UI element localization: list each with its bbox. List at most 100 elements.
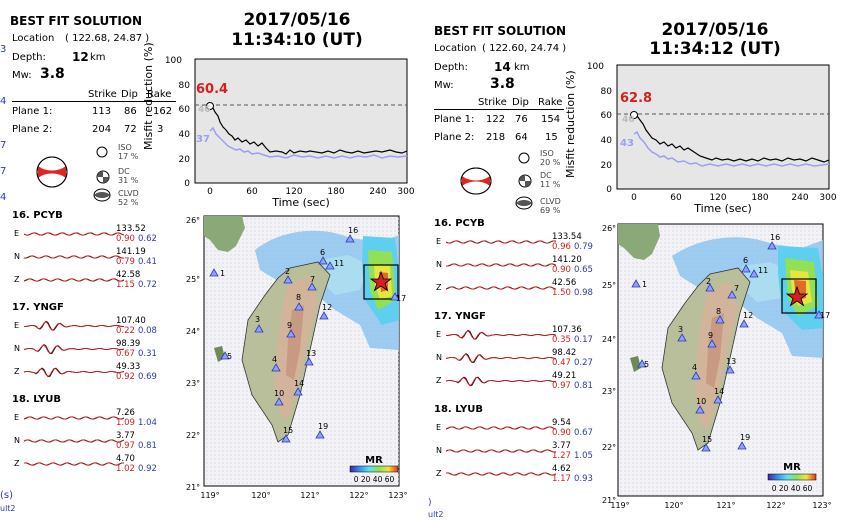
waveform-trace [24, 232, 124, 236]
left-edge-fragment-2: 4 [0, 96, 7, 107]
plane1-strike: 113 [92, 106, 112, 117]
location-value: ( 122.60, 24.74 ) [482, 43, 567, 54]
station-number-label: 5 [227, 352, 232, 361]
vr-value: 0.65 [574, 265, 593, 275]
station-number-label: 2 [285, 267, 290, 276]
plane1-label: Plane 1: [12, 106, 53, 117]
waveform-trace [446, 240, 556, 244]
waveform-trace [446, 353, 556, 363]
waveform-trace [24, 255, 124, 259]
clvd-label: CLVD [118, 189, 139, 198]
cc-value: 0.97 [552, 381, 571, 391]
beachball-icon [36, 156, 68, 188]
table-header-rake: Rake [538, 97, 563, 108]
cc-value: 0.92 [116, 372, 135, 382]
vr-value: 1.05 [574, 451, 593, 461]
lon-120: 120° [664, 501, 683, 510]
depth-unit: km [90, 52, 106, 63]
station-number-label: 10 [696, 397, 706, 406]
xtick-300: 300 [397, 187, 414, 197]
component-label: Z [436, 469, 442, 478]
station-number-label: 4 [272, 355, 277, 364]
dc-pct: 31 % [118, 176, 139, 185]
mr-ticks: 0 20 40 60 [772, 484, 813, 493]
left-edge-fragment-1: 3 [0, 44, 7, 55]
amplitude-value: 98.39 [116, 339, 141, 349]
location-value: ( 122.68, 24.87 ) [65, 33, 150, 44]
station-number-label: 15 [283, 426, 293, 435]
iso-icon [96, 146, 108, 158]
ytick-0: 0 [606, 185, 612, 195]
xtick-0: 0 [631, 193, 637, 203]
misfit-peak-value: 60.4 [196, 82, 228, 97]
component-label: N [436, 260, 442, 269]
amplitude-value: 4.70 [116, 454, 135, 464]
vr-value: 0.69 [138, 372, 157, 382]
cc-value: 0.97 [116, 441, 135, 451]
plane1-rake: 154 [541, 114, 561, 125]
amplitude-value: 141.20 [552, 255, 582, 265]
station-header: 17. YNGF [12, 302, 64, 313]
depth-value: 12 [72, 50, 89, 64]
station-number-label: 19 [740, 433, 750, 442]
waveform-trace [24, 416, 124, 420]
depth-value: 14 [494, 60, 511, 74]
waveform-trace [24, 278, 124, 282]
station-number-label: 12 [743, 311, 753, 320]
cc-value: 0.90 [116, 234, 135, 244]
depth-label: Depth: [434, 62, 468, 73]
lon-119: 119° [610, 501, 629, 510]
plane2-rake: 15 [545, 132, 558, 143]
component-label: N [436, 446, 442, 455]
amplitude-value: 42.56 [552, 278, 577, 288]
lat-26: 26° [186, 216, 200, 225]
station-number-label: 12 [322, 303, 332, 312]
amplitude-value: 4.62 [552, 464, 571, 474]
station-number-label: 9 [287, 321, 292, 330]
plane2-strike: 218 [486, 132, 506, 143]
lat-21: 21° [602, 496, 616, 505]
plane1-rake: 162 [153, 106, 173, 117]
event-time: 11:34:10 (UT) [231, 30, 363, 50]
vr-value: 0.67 [574, 428, 593, 438]
clvd-icon [93, 188, 111, 202]
misfit-ylabel: Misfit reduction (%) [142, 42, 155, 150]
table-divider [12, 101, 176, 102]
station-number-label: 3 [255, 315, 260, 324]
mw-value: 3.8 [490, 76, 515, 92]
ytick-80: 80 [601, 87, 613, 97]
plane2-strike: 204 [92, 124, 112, 135]
lat-25: 25° [602, 281, 616, 290]
misfit-chart: 100 80 60 40 20 0 0 60 120 180 240 300 6… [165, 56, 415, 209]
lon-122: 122° [766, 501, 785, 510]
vr-value: 0.81 [574, 381, 593, 391]
waveform-trace [24, 344, 124, 354]
station-number-label: 11 [334, 259, 344, 268]
station-number-label: 9 [708, 331, 713, 340]
ytick-60: 60 [601, 111, 613, 121]
lon-122: 122° [349, 491, 368, 500]
cc-value: 0.22 [116, 326, 135, 336]
amplitude-value: 49.21 [552, 371, 577, 381]
waveform-trace [446, 286, 556, 290]
amplitude-value: 141.19 [116, 247, 146, 257]
station-number-label: 6 [320, 248, 325, 257]
table-header-strike: Strike [478, 97, 507, 108]
station-number-label: 13 [306, 349, 316, 358]
dc-pct: 11 % [540, 180, 561, 189]
lat-23: 23° [602, 387, 616, 396]
xtick-180: 180 [327, 187, 344, 197]
misfit-chart: 100 80 60 40 20 0 0 60 120 180 240 300 6… [587, 62, 837, 215]
clvd-pct: 69 % [540, 206, 561, 215]
cc-value: 1.17 [552, 474, 571, 484]
iso-label: ISO [540, 149, 554, 158]
station-header: 16. PCYB [434, 218, 485, 229]
iso-icon [518, 152, 530, 164]
lon-123: 123° [388, 491, 407, 500]
cc-value: 0.90 [552, 265, 571, 275]
footer-right-fragment-2: ult2 [428, 510, 444, 519]
vr-value: 1.04 [138, 418, 157, 428]
dc-label: DC [118, 167, 130, 176]
ytick-20: 20 [601, 161, 613, 171]
